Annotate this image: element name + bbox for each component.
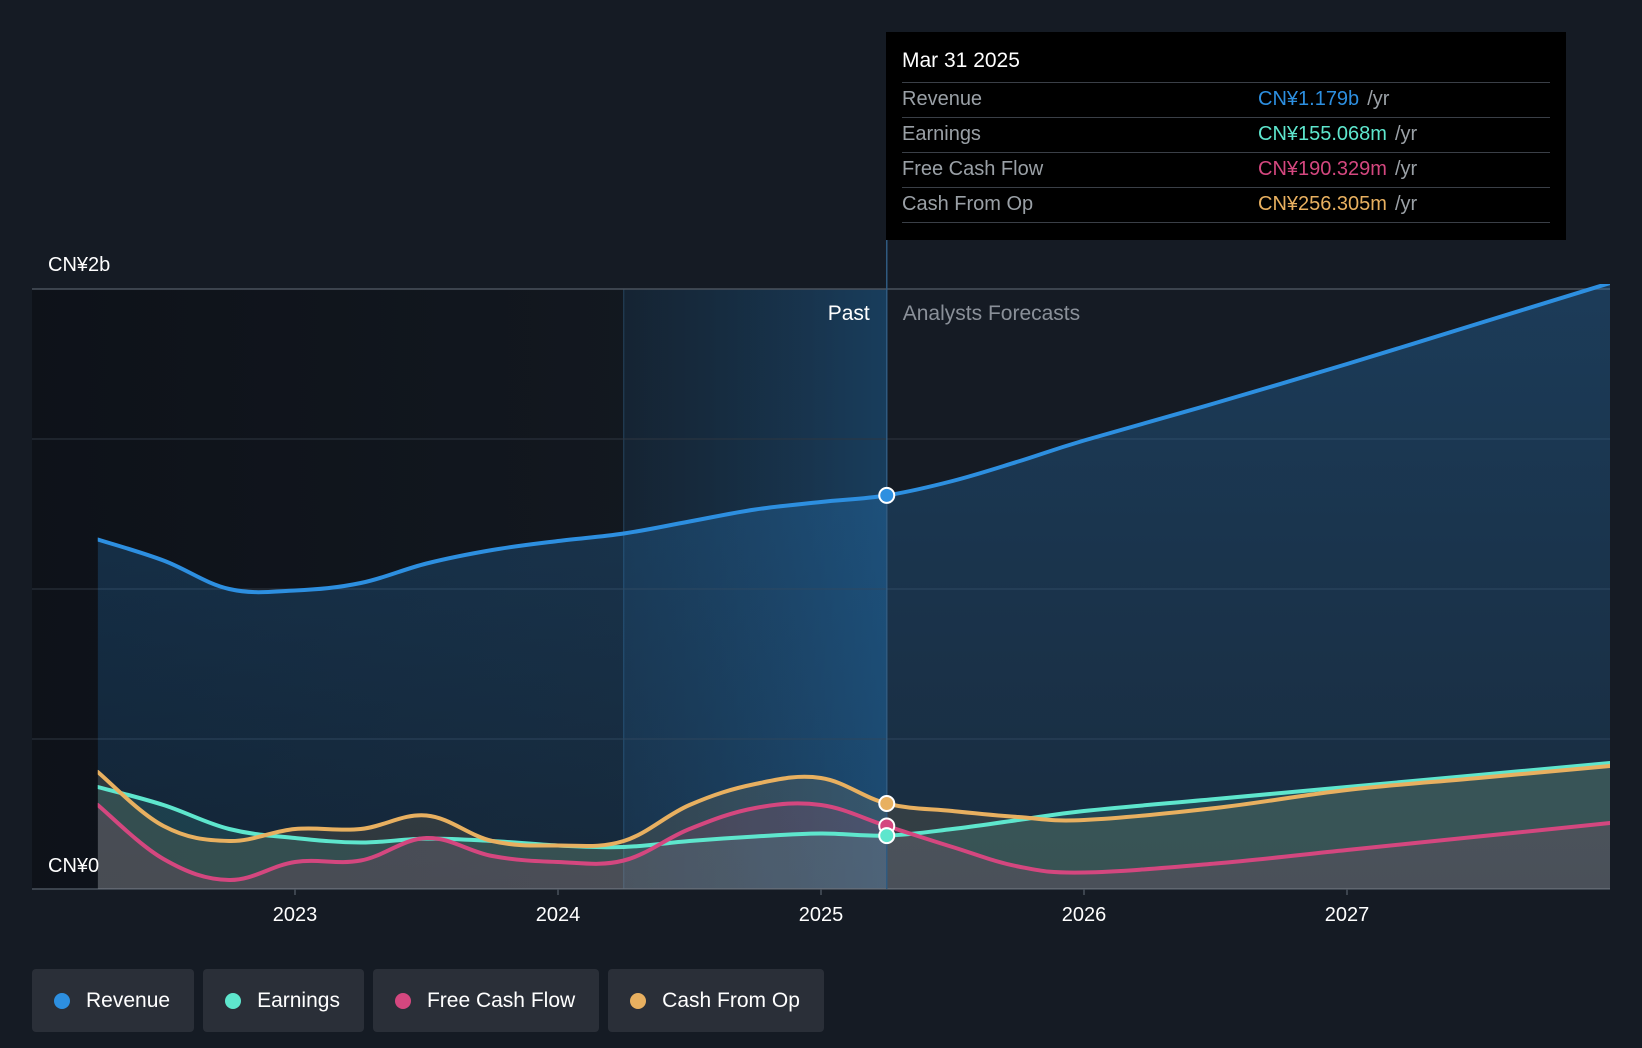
x-tick-label: 2023 [273, 904, 318, 926]
y-tick-label-bottom: CN¥0 [48, 855, 99, 877]
y-tick-label-top: CN¥2b [48, 254, 110, 276]
tooltip-value: CN¥155.068m [1258, 123, 1387, 145]
earnings-area [97, 763, 1610, 889]
revenue-area [97, 284, 1610, 889]
legend-item-free-cash-flow[interactable]: Free Cash Flow [372, 969, 600, 1032]
tooltip-value: CN¥190.329m [1258, 158, 1387, 180]
tooltip-unit: /yr [1367, 88, 1390, 110]
free-cash-flow-line [97, 801, 1610, 883]
legend-label: Earnings [257, 988, 340, 1012]
tooltip-row-revenue: Revenue CN¥1.179b /yr [902, 83, 1550, 118]
tooltip-label: Free Cash Flow [902, 158, 1044, 180]
highlight-markers [878, 486, 896, 845]
tooltip-unit: /yr [1394, 123, 1418, 145]
past-label: Past [828, 302, 870, 325]
x-tick-label: 2026 [1062, 904, 1107, 926]
cash-from-op-marker [878, 795, 896, 812]
free-cash-flow-dot-icon [394, 992, 411, 1009]
earnings-dot-icon [225, 992, 242, 1009]
legend: Revenue Earnings Free Cash Flow Cash Fro… [32, 969, 824, 1032]
tooltip-label: Cash From Op [902, 193, 1034, 215]
free-cash-flow-area [97, 803, 1610, 889]
legend-label: Cash From Op [662, 988, 800, 1012]
earnings-line [97, 761, 1610, 850]
tooltip-unit: /yr [1394, 158, 1418, 180]
revenue-marker [878, 486, 896, 504]
series-areas [97, 284, 1610, 889]
series-lines [97, 284, 1610, 883]
tooltip-value: CN¥256.305m [1258, 193, 1387, 215]
x-tick-label: 2024 [536, 904, 581, 926]
forecast-label: Analysts Forecasts [903, 302, 1080, 325]
tooltip-row-earnings: Earnings CN¥155.068m /yr [902, 118, 1550, 153]
cash-from-op-area [97, 766, 1610, 889]
x-axis-ticks: 2023 2024 2025 2026 2027 [273, 889, 1370, 926]
tooltip-unit: /yr [1394, 193, 1418, 215]
earnings-marker [878, 827, 896, 845]
legend-item-earnings[interactable]: Earnings [203, 969, 364, 1032]
revenue-dot-icon [54, 992, 70, 1009]
tooltip-label: Revenue [902, 88, 983, 110]
legend-label: Revenue [86, 988, 171, 1012]
cash-from-op-line [97, 764, 1610, 849]
legend-label: Free Cash Flow [426, 988, 576, 1012]
cash-from-op-dot-icon [630, 992, 647, 1009]
x-tick-label: 2025 [799, 904, 844, 926]
tooltip-label: Earnings [902, 123, 981, 145]
revenue-line [97, 284, 1610, 595]
tooltip-date: Mar 31 2025 [902, 46, 1550, 83]
tooltip-value: CN¥1.179b [1258, 88, 1360, 110]
tooltip-row-cash-from-op: Cash From Op CN¥256.305m /yr [902, 188, 1550, 223]
legend-item-revenue[interactable]: Revenue [32, 969, 195, 1032]
legend-item-cash-from-op[interactable]: Cash From Op [608, 969, 824, 1032]
tooltip: Mar 31 2025 Revenue CN¥1.179b /yr Earnin… [886, 32, 1566, 240]
x-tick-label: 2027 [1325, 904, 1370, 926]
tooltip-row-free-cash-flow: Free Cash Flow CN¥190.329m /yr [902, 153, 1550, 188]
